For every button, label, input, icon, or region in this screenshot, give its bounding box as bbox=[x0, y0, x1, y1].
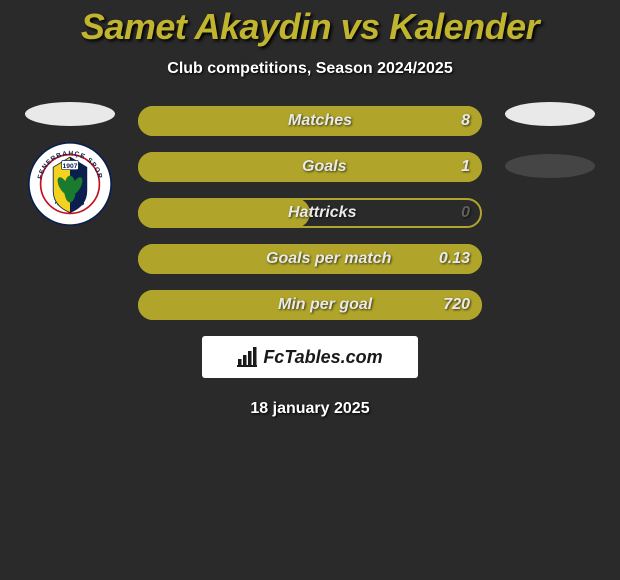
stat-value: 720 bbox=[443, 296, 470, 314]
left-player-column: FENERBAHÇE SPOR KULÜBÜ 1907 bbox=[18, 102, 122, 226]
comparison-body: FENERBAHÇE SPOR KULÜBÜ 1907 Matches 8 Goal… bbox=[0, 106, 620, 320]
stat-value: 1 bbox=[461, 158, 470, 176]
stat-row: Goals 1 bbox=[138, 152, 482, 182]
bar-chart-icon bbox=[237, 347, 259, 367]
right-player-column bbox=[498, 102, 602, 194]
left-club-crest: FENERBAHÇE SPOR KULÜBÜ 1907 bbox=[28, 142, 112, 226]
stat-label: Matches bbox=[288, 112, 352, 130]
right-player-name-placeholder bbox=[505, 102, 595, 126]
stat-label: Goals per match bbox=[266, 250, 391, 268]
stat-row: Matches 8 bbox=[138, 106, 482, 136]
stat-value: 0 bbox=[461, 204, 470, 222]
stat-row: Goals per match 0.13 bbox=[138, 244, 482, 274]
footer-date: 18 january 2025 bbox=[0, 400, 620, 418]
brand-box: FcTables.com bbox=[202, 336, 418, 378]
stat-label: Hattricks bbox=[288, 204, 356, 222]
stat-label: Min per goal bbox=[278, 296, 372, 314]
header: Samet Akaydin vs Kalender Club competiti… bbox=[0, 0, 620, 78]
stat-bar-fill bbox=[138, 198, 310, 228]
stat-label: Goals bbox=[302, 158, 346, 176]
page-title: Samet Akaydin vs Kalender bbox=[0, 6, 620, 48]
fenerbahce-crest-icon: FENERBAHÇE SPOR KULÜBÜ 1907 bbox=[28, 142, 112, 226]
stat-value: 0.13 bbox=[439, 250, 470, 268]
right-club-placeholder bbox=[505, 154, 595, 178]
stat-row: Hattricks 0 bbox=[138, 198, 482, 228]
stat-value: 8 bbox=[461, 112, 470, 130]
stat-row: Min per goal 720 bbox=[138, 290, 482, 320]
left-player-name-placeholder bbox=[25, 102, 115, 126]
page-subtitle: Club competitions, Season 2024/2025 bbox=[0, 60, 620, 78]
svg-text:1907: 1907 bbox=[63, 163, 78, 170]
stat-bars: Matches 8 Goals 1 Hattricks 0 Goals per match 0… bbox=[138, 106, 482, 320]
brand-text: FcTables.com bbox=[263, 347, 382, 368]
